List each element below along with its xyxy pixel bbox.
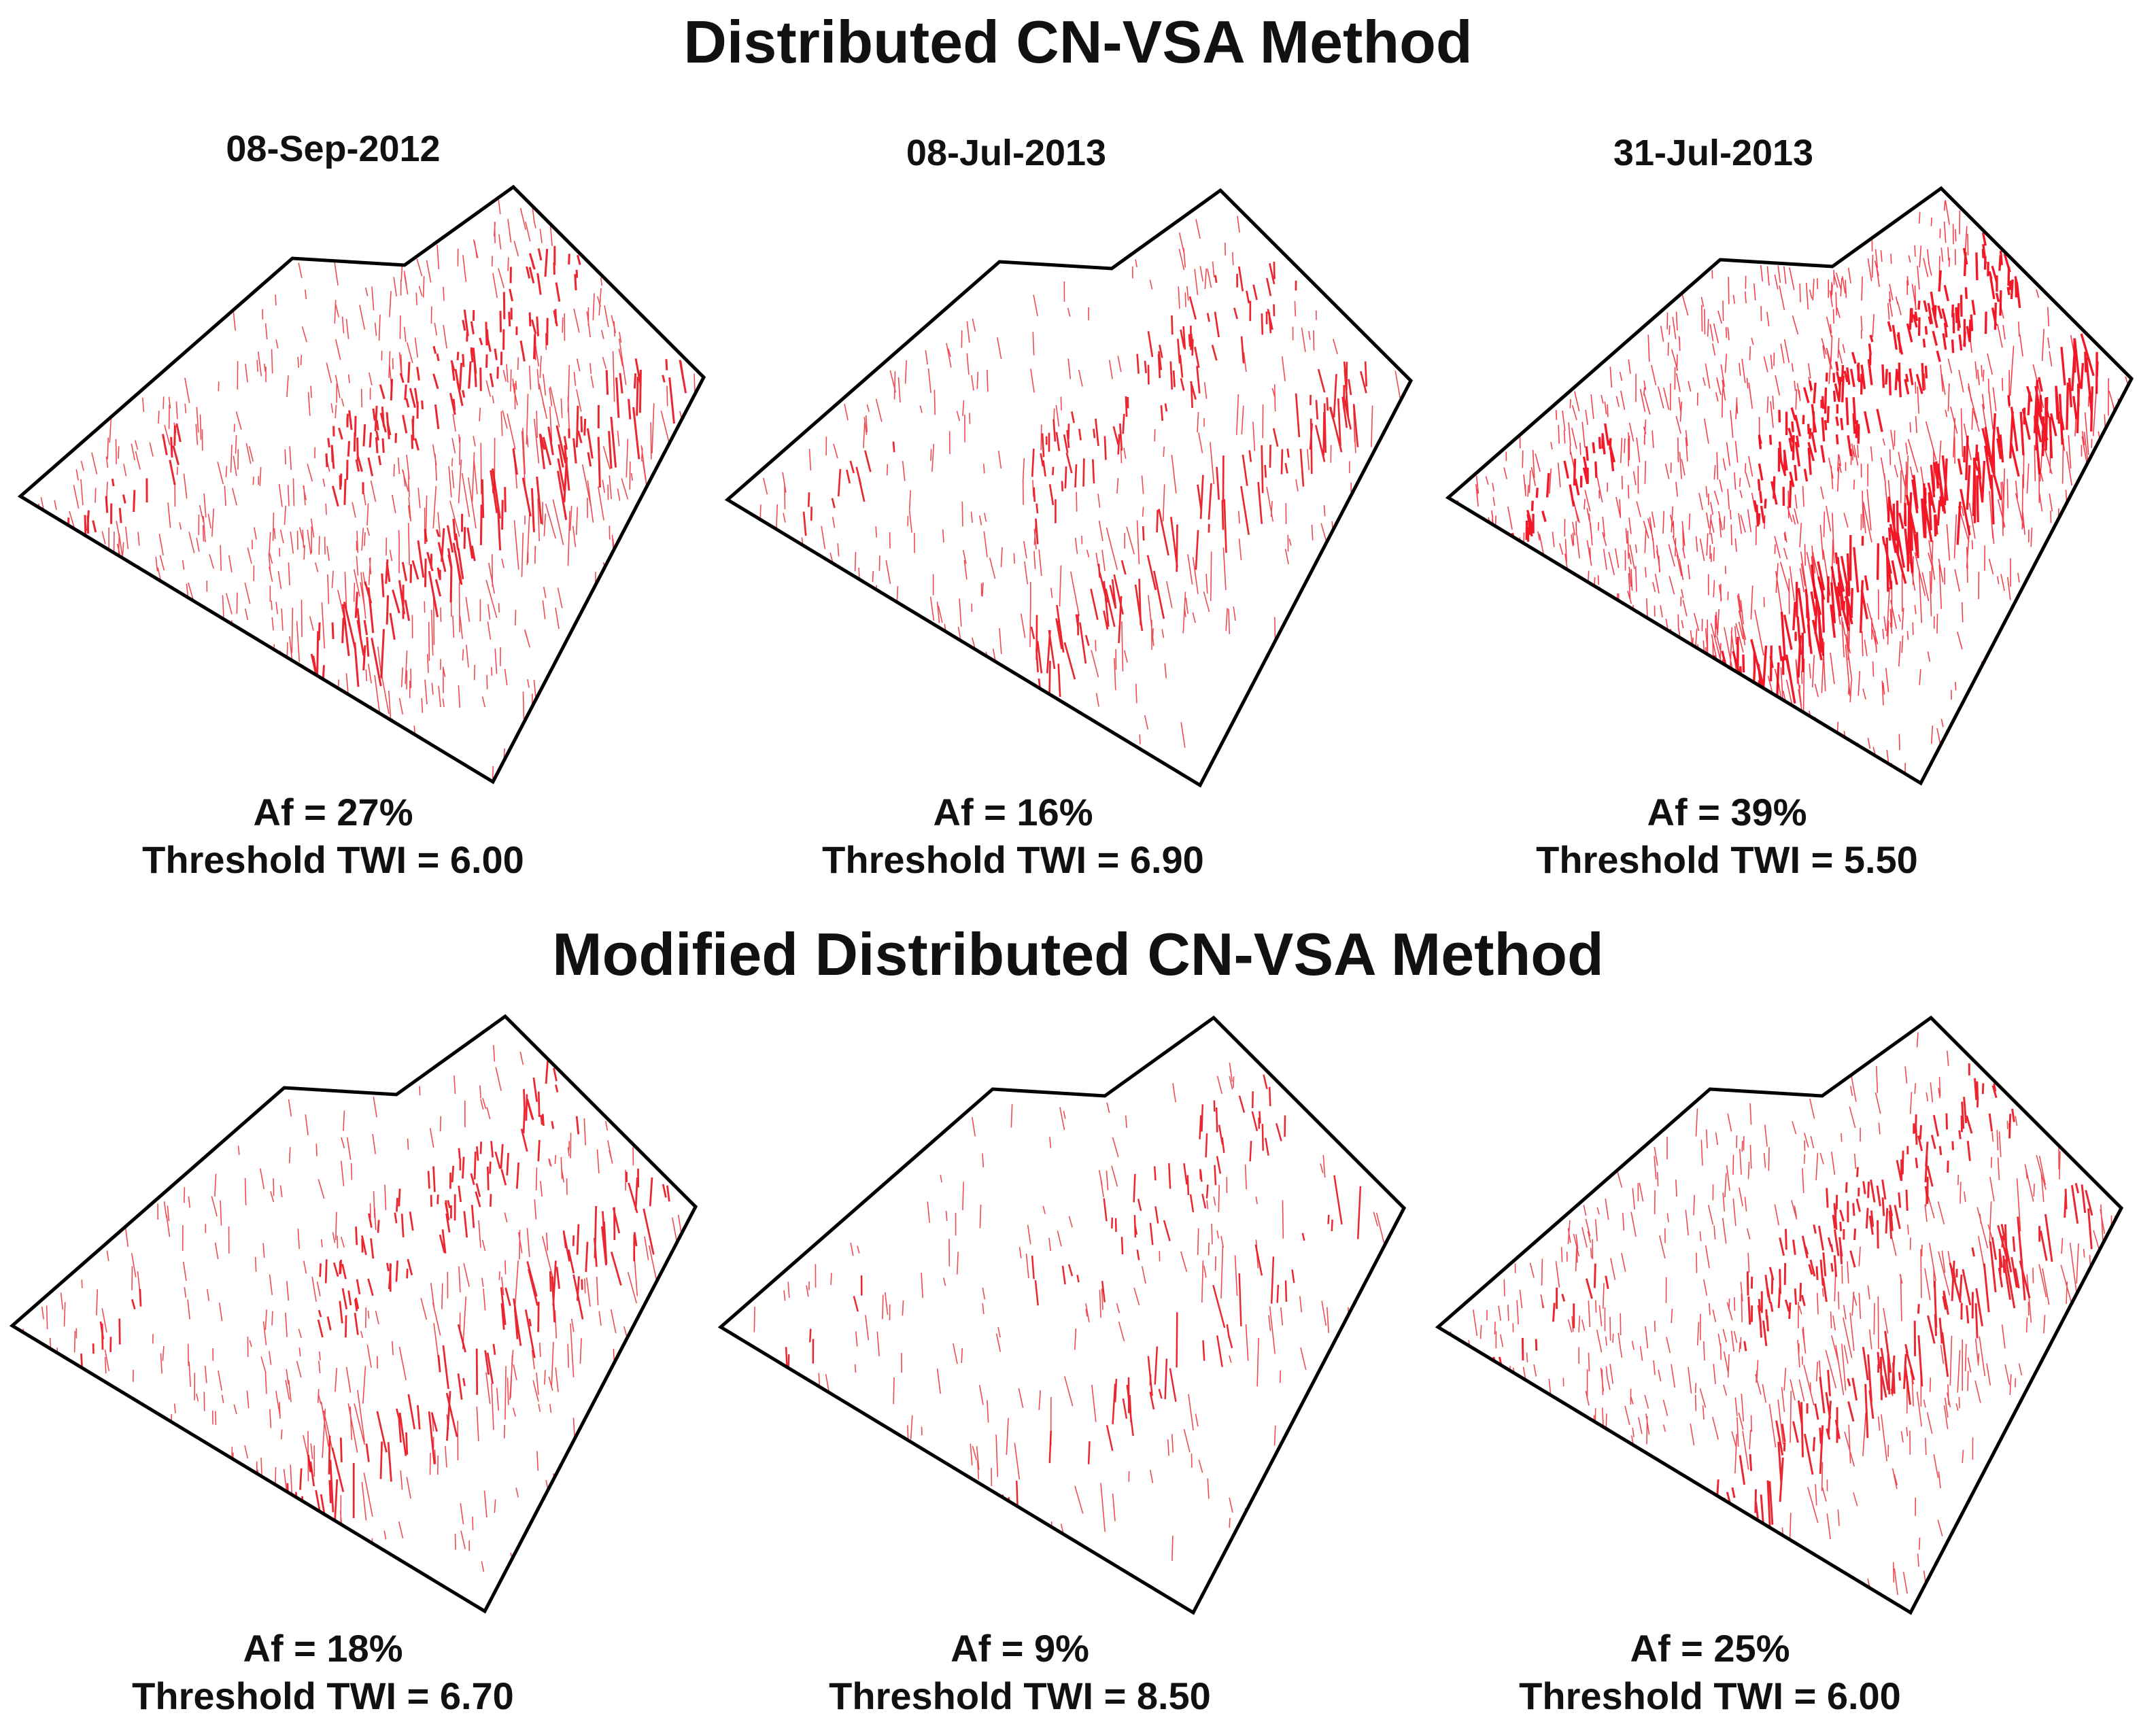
watershed-map-top-1 (17, 184, 706, 785)
section-title-modified: Modified Distributed CN-VSA Method (552, 921, 1604, 988)
dense-streaks (1511, 232, 2099, 725)
caption-top-3: Af = 39% Threshold TWI = 5.50 (1421, 789, 2033, 884)
dense-streaks (80, 1061, 670, 1539)
watershed-boundary (1445, 186, 2134, 786)
watershed-boundary (1435, 1015, 2124, 1615)
watershed-map-top-3 (1445, 186, 2134, 786)
watershed-map-bottom-3 (1435, 1015, 2124, 1615)
saturated-area-streaks (1457, 200, 2132, 778)
watershed-boundary (9, 1014, 698, 1614)
date-label-sep-2012: 08-Sep-2012 (226, 128, 441, 169)
af-label: Af = 25% (1630, 1627, 1790, 1670)
watershed-area (1438, 1018, 2121, 1613)
sparse-streaks (22, 1045, 685, 1573)
sparse-streaks (1450, 1032, 2119, 1596)
threshold-twi-label: Threshold TWI = 8.50 (829, 1674, 1211, 1717)
watershed-area (721, 1018, 1404, 1613)
saturated-area-streaks (38, 199, 696, 780)
af-label: Af = 18% (243, 1627, 403, 1670)
watershed-area (12, 1016, 696, 1611)
watershed-map-bottom-2 (717, 1015, 1407, 1615)
caption-bottom-3: Af = 25% Threshold TWI = 6.00 (1404, 1625, 2016, 1720)
threshold-twi-label: Threshold TWI = 6.70 (132, 1674, 514, 1717)
threshold-twi-label: Threshold TWI = 5.50 (1536, 838, 1918, 881)
watershed-area (728, 190, 1411, 785)
watershed-map-bottom-1 (9, 1014, 698, 1614)
caption-bottom-1: Af = 18% Threshold TWI = 6.70 (17, 1625, 629, 1720)
threshold-twi-label: Threshold TWI = 6.00 (1519, 1674, 1901, 1717)
sparse-streaks (753, 1062, 1388, 1570)
watershed-area (20, 187, 704, 782)
af-label: Af = 9% (951, 1627, 1089, 1670)
caption-bottom-2: Af = 9% Threshold TWI = 8.50 (714, 1625, 1326, 1720)
watershed-map-top-2 (724, 188, 1414, 788)
date-label-jul8-2013: 08-Jul-2013 (906, 133, 1107, 173)
watershed-boundary (17, 184, 706, 785)
caption-top-2: Af = 16% Threshold TWI = 6.90 (707, 789, 1319, 884)
section-title-distributed: Distributed CN-VSA Method (683, 8, 1473, 75)
saturated-area-streaks (22, 1045, 685, 1573)
caption-top-1: Af = 27% Threshold TWI = 6.00 (27, 789, 639, 884)
saturated-area-streaks (753, 1062, 1388, 1570)
sparse-streaks (1457, 200, 2132, 778)
watershed-boundary (724, 188, 1414, 788)
af-label: Af = 39% (1647, 791, 1807, 833)
watershed-boundary (717, 1015, 1407, 1615)
af-label: Af = 27% (253, 791, 413, 833)
threshold-twi-label: Threshold TWI = 6.90 (822, 838, 1204, 881)
dense-streaks (67, 245, 687, 712)
date-label-jul31-2013: 31-Jul-2013 (1613, 133, 1814, 173)
af-label: Af = 16% (933, 791, 1093, 833)
dense-streaks (785, 1074, 1362, 1531)
threshold-twi-label: Threshold TWI = 6.00 (142, 838, 524, 881)
